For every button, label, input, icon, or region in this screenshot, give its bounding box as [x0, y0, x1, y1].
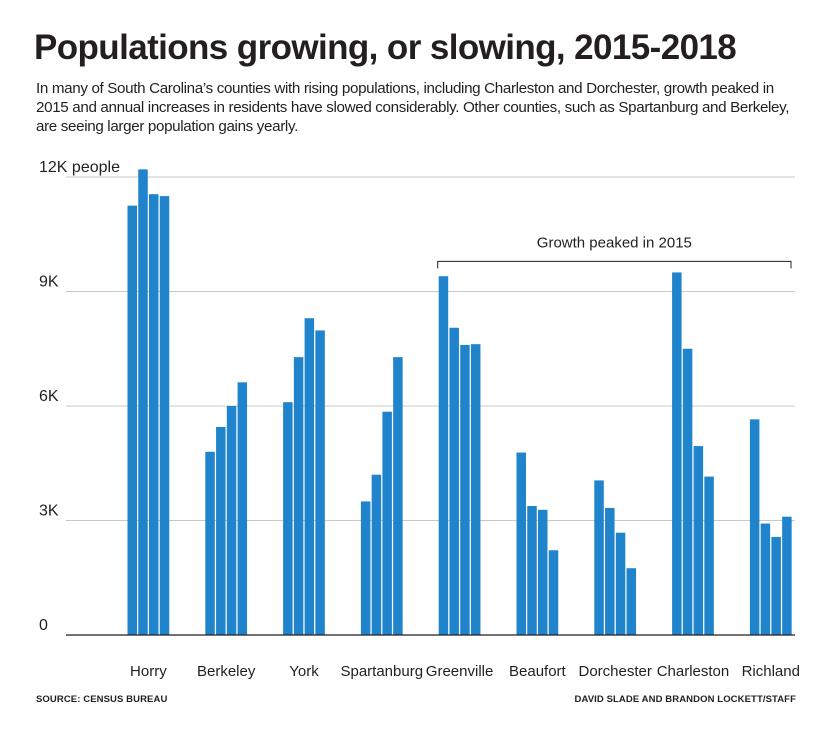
x-tick-label: Horry	[130, 663, 167, 680]
y-tick-label: 12K people	[39, 159, 120, 176]
x-tick-label: Charleston	[657, 663, 730, 680]
bar-greenville-2015	[438, 276, 449, 635]
y-tick-label: 9K	[39, 274, 59, 291]
chart-subtitle: In many of South Carolina’s counties wit…	[36, 80, 790, 135]
bar-dorchester-2017	[615, 532, 626, 635]
bar-york-2015	[283, 402, 293, 635]
bar-york-2018	[315, 330, 325, 635]
annotation-label: Growth peaked in 2015	[537, 234, 692, 251]
bar-berkeley-2016	[216, 426, 226, 635]
x-tick-label: York	[289, 663, 319, 680]
bar-richland-2018	[782, 516, 792, 635]
chart-title: Populations growing, or slowing, 2015-20…	[34, 28, 737, 67]
source-note: SOURCE: CENSUS BUREAU	[36, 694, 168, 705]
bar-greenville-2018	[470, 344, 481, 635]
bar-dorchester-2016	[605, 507, 615, 635]
bar-berkeley-2017	[226, 406, 237, 635]
bar-beaufort-2018	[548, 550, 559, 635]
credit-note: DAVID SLADE AND BRANDON LOCKETT/STAFF	[574, 694, 796, 705]
bar-beaufort-2017	[538, 509, 548, 635]
bar-richland-2015	[749, 419, 760, 635]
bar-spartanburg-2015	[360, 501, 371, 635]
bar-spartanburg-2016	[371, 474, 382, 635]
bar-charleston-2017	[693, 446, 704, 635]
bar-charleston-2015	[672, 272, 682, 635]
bar-charleston-2016	[682, 348, 693, 635]
bar-berkeley-2015	[205, 451, 215, 635]
bar-york-2017	[304, 318, 315, 635]
x-tick-label: Spartanburg	[340, 663, 423, 680]
bar-greenville-2017	[460, 344, 470, 635]
bar-dorchester-2018	[626, 568, 637, 635]
y-tick-label: 6K	[39, 388, 59, 405]
x-tick-label: Beaufort	[509, 663, 567, 680]
bar-berkeley-2018	[237, 382, 248, 635]
bar-beaufort-2015	[516, 452, 526, 635]
bar-horry-2017	[149, 194, 159, 636]
bar-spartanburg-2018	[393, 357, 403, 635]
bar-greenville-2016	[449, 327, 459, 635]
bar-richland-2016	[760, 523, 771, 635]
y-tick-label: 0	[39, 617, 48, 634]
bar-horry-2018	[159, 196, 170, 636]
bar-beaufort-2016	[527, 505, 537, 635]
x-tick-label: Richland	[742, 663, 800, 680]
bar-spartanburg-2017	[382, 411, 392, 635]
bar-richland-2017	[771, 536, 781, 635]
bar-york-2016	[293, 357, 304, 635]
y-tick-label: 3K	[39, 503, 59, 520]
x-tick-label: Greenville	[426, 663, 494, 680]
bar-charleston-2018	[704, 476, 714, 635]
annotation-bracket	[437, 260, 792, 269]
bar-horry-2015	[127, 205, 137, 635]
bar-dorchester-2015	[594, 480, 604, 635]
bar-horry-2016	[138, 169, 148, 635]
x-tick-label: Berkeley	[197, 663, 256, 680]
x-tick-label: Dorchester	[578, 663, 651, 680]
